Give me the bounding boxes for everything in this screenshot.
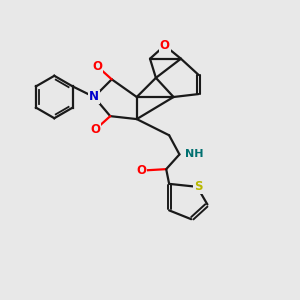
Text: O: O	[136, 164, 146, 177]
Text: NH: NH	[185, 149, 203, 159]
Text: N: N	[89, 91, 99, 103]
Text: O: O	[160, 39, 170, 52]
Text: S: S	[194, 180, 203, 193]
Text: O: O	[91, 123, 100, 136]
Text: O: O	[92, 60, 102, 73]
